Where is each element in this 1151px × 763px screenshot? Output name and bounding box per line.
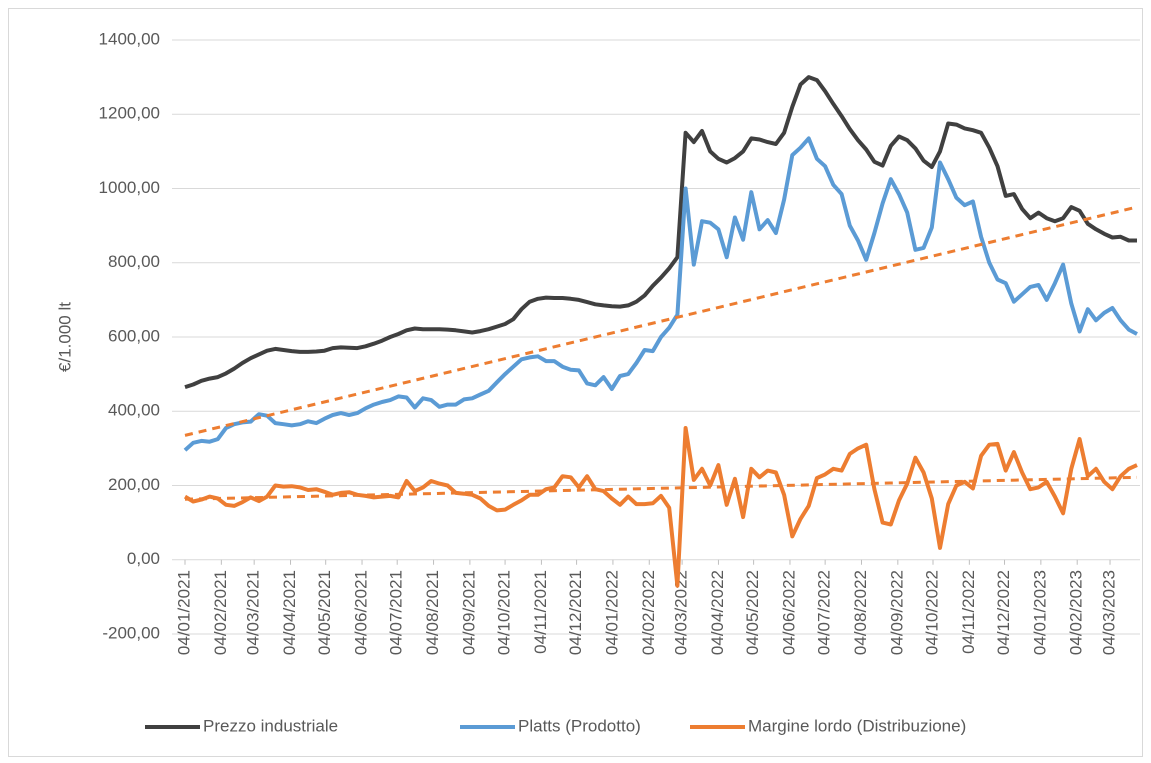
- x-tick-label: 04/03/2022: [672, 570, 691, 655]
- y-tick-label: 1200,00: [99, 104, 160, 123]
- x-tick-label: 04/01/2023: [1030, 570, 1049, 655]
- series-line: [184, 75, 1137, 390]
- y-tick-label: 200,00: [108, 475, 160, 494]
- chart-border: [8, 8, 1143, 757]
- y-tick-label: 1400,00: [99, 29, 160, 48]
- legend-label: Prezzo industriale: [203, 716, 338, 735]
- x-tick-label: 04/08/2021: [423, 570, 442, 655]
- x-tick-label: 04/02/2023: [1067, 570, 1086, 655]
- y-tick-label: -200,00: [102, 623, 160, 642]
- y-tick-label: 0,00: [127, 549, 160, 568]
- series-line: [183, 426, 1138, 588]
- y-tick-label: 1000,00: [99, 178, 160, 197]
- x-tick-label: 04/06/2022: [779, 570, 798, 655]
- x-tick-label: 04/04/2021: [280, 570, 299, 655]
- x-tick-label: 04/05/2022: [743, 570, 762, 655]
- legend-label: Platts (Prodotto): [518, 716, 641, 735]
- x-tick-label: 04/04/2022: [708, 570, 727, 655]
- y-tick-label: 600,00: [108, 326, 160, 345]
- y-tick-label: 800,00: [108, 252, 160, 271]
- x-tick-label: 04/01/2021: [174, 570, 193, 655]
- x-tick-label: 04/03/2023: [1100, 570, 1119, 655]
- legend-label: Margine lordo (Distribuzione): [748, 716, 966, 735]
- x-tick-label: 04/01/2022: [602, 570, 621, 655]
- x-tick-label: 04/08/2022: [851, 570, 870, 655]
- x-tick-label: 04/09/2022: [887, 570, 906, 655]
- x-tick-label: 04/07/2021: [387, 570, 406, 655]
- x-tick-label: 04/07/2022: [815, 570, 834, 655]
- x-tick-label: 04/10/2021: [495, 570, 514, 655]
- x-tick-label: 04/02/2021: [211, 570, 230, 655]
- x-tick-label: 04/06/2021: [352, 570, 371, 655]
- x-tick-label: 04/02/2022: [639, 570, 658, 655]
- x-tick-label: 04/03/2021: [244, 570, 263, 655]
- series-line: [183, 136, 1138, 452]
- x-tick-label: 04/11/2021: [531, 570, 550, 654]
- x-tick-label: 04/09/2021: [459, 570, 478, 655]
- y-axis-label: €/1.000 lt: [55, 302, 74, 372]
- trendline: [184, 205, 1138, 437]
- x-tick-label: 04/10/2022: [922, 570, 941, 655]
- y-tick-label: 400,00: [108, 401, 160, 420]
- trendline: [184, 475, 1138, 501]
- x-tick-label: 04/12/2022: [994, 570, 1013, 655]
- x-tick-label: 04/11/2022: [959, 570, 978, 654]
- x-tick-label: 04/12/2021: [566, 570, 585, 655]
- x-tick-label: 04/05/2021: [315, 570, 334, 655]
